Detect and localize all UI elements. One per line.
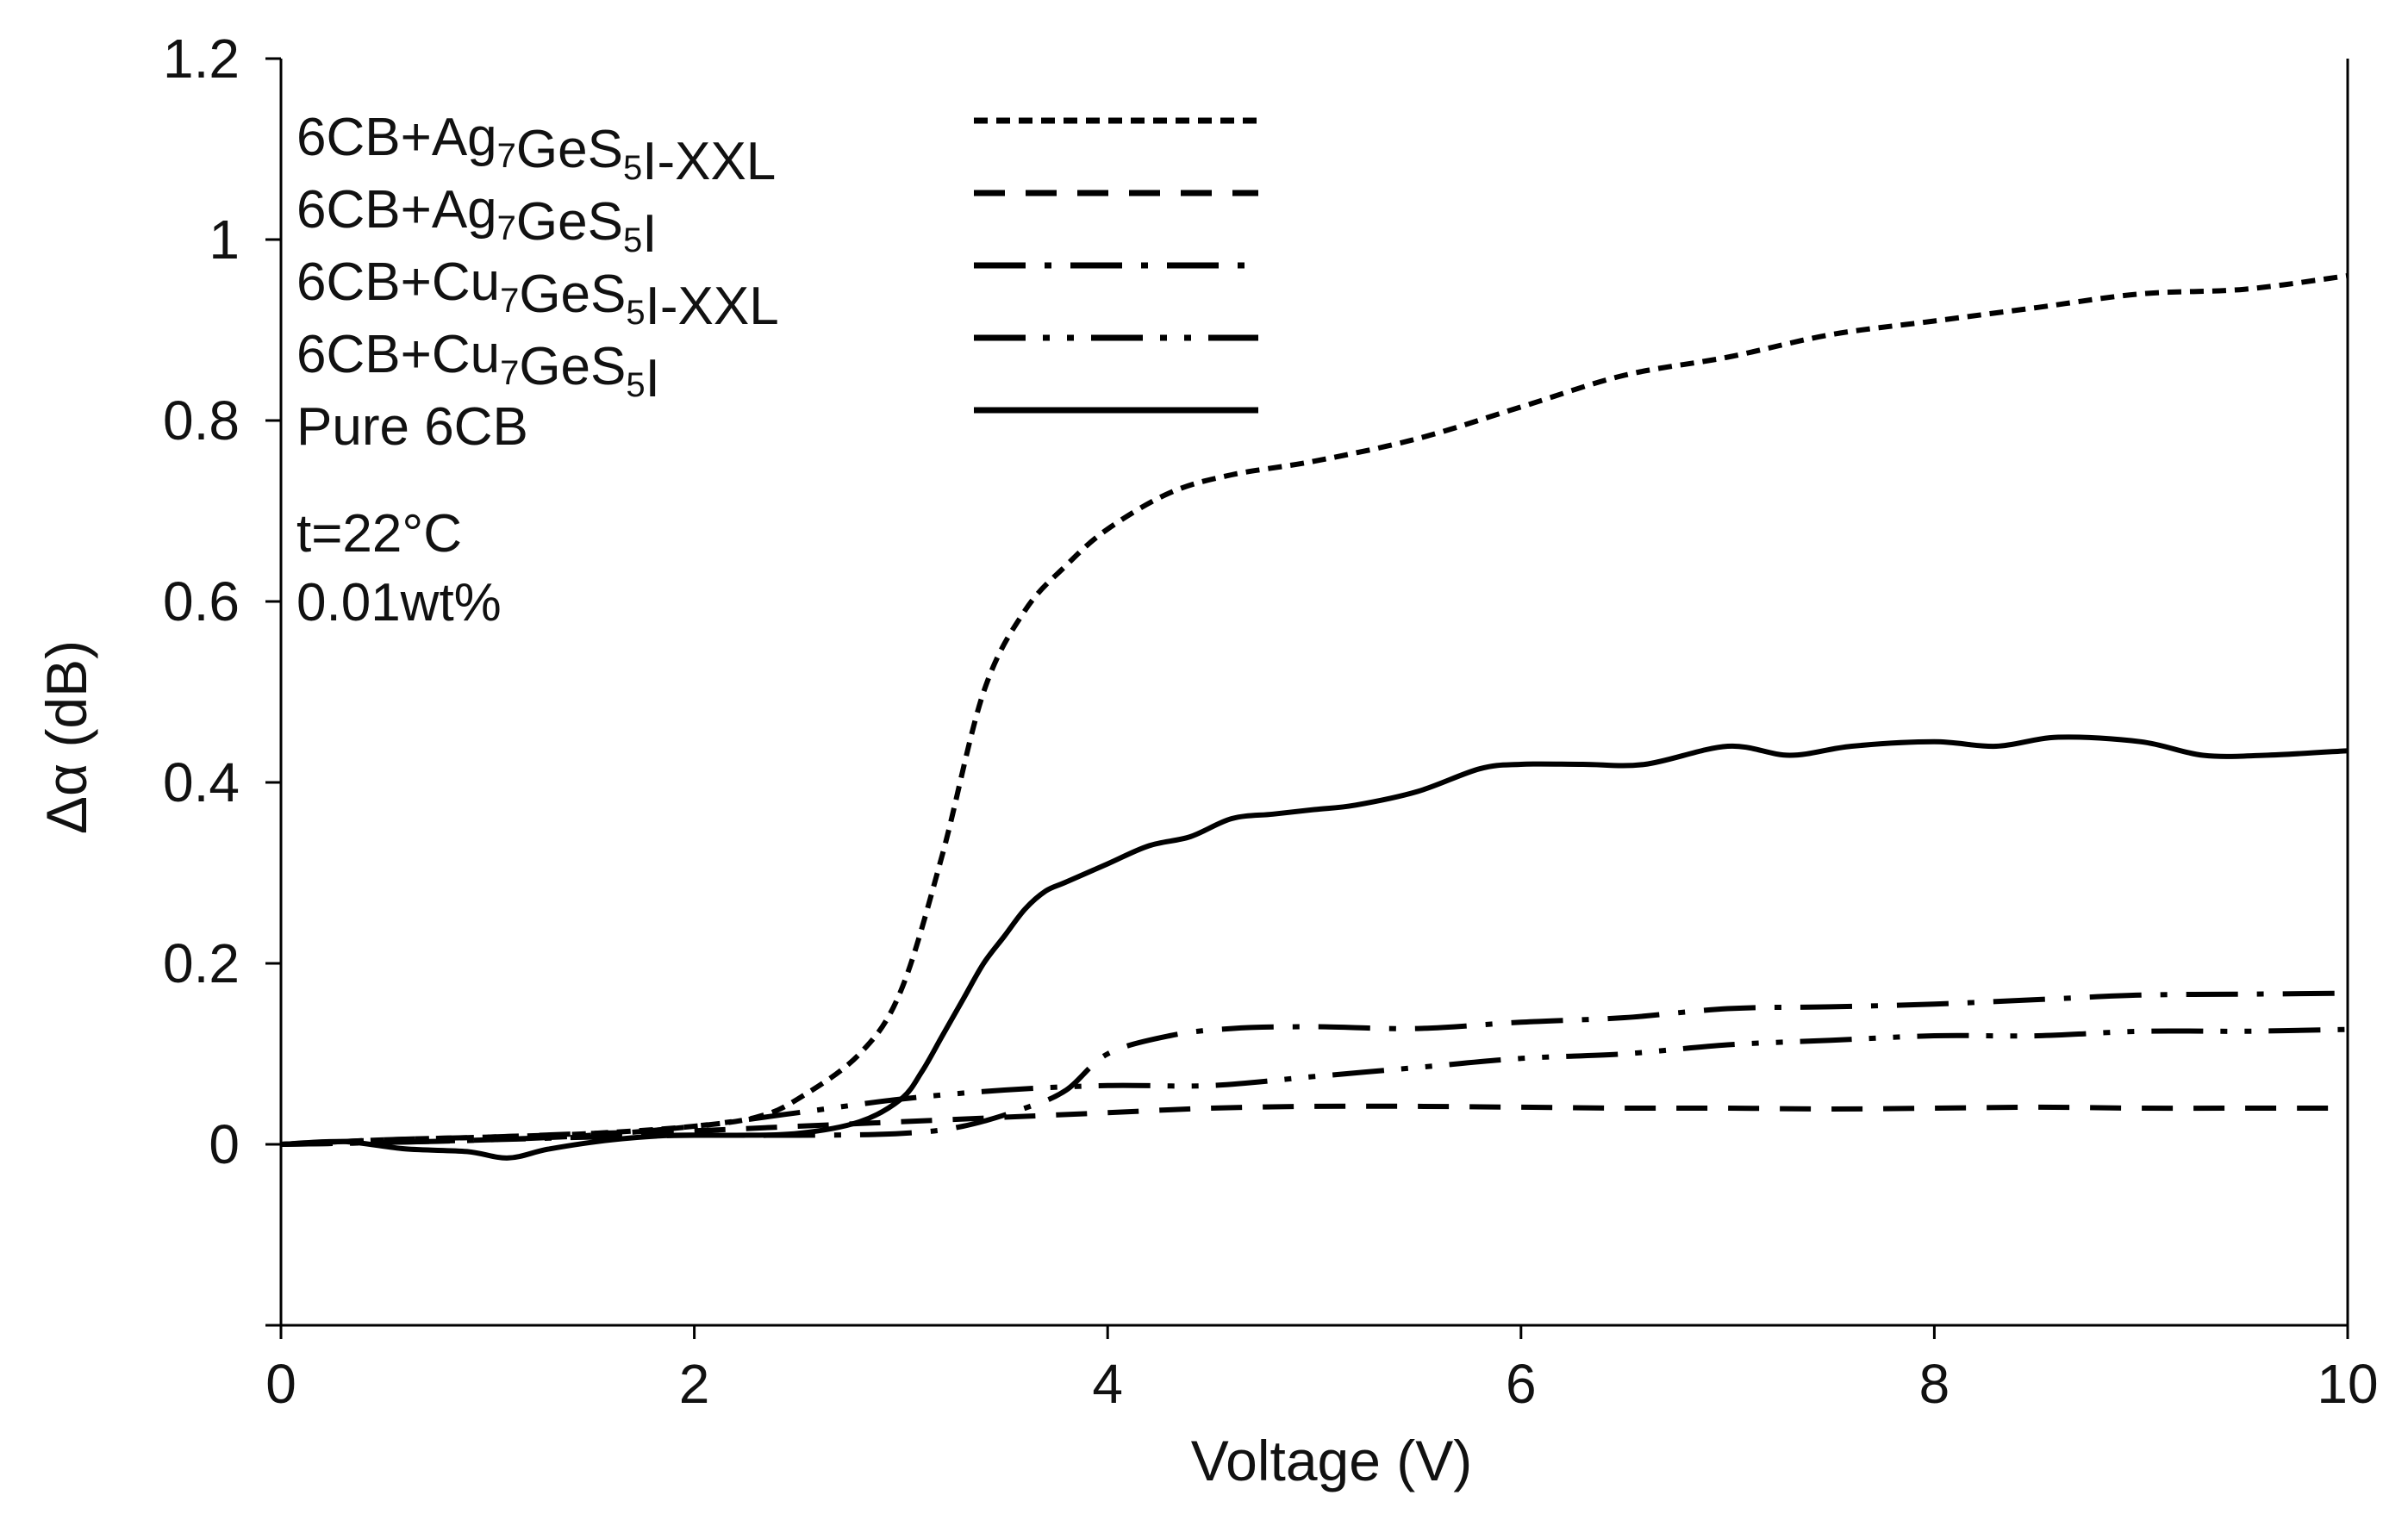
plot-series [280,273,2349,1161]
legend-item-6cb-ag7ges5i-xxl: 6CB+Ag7GeS5I-XXL [296,108,1258,191]
y-tick-label: 0.4 [163,751,240,813]
series-line-pure-6cb [280,734,2349,1161]
x-tick-label: 0 [265,1353,296,1415]
y-tick-label: 1 [209,209,240,271]
annotations: t=22°C 0.01wt% [296,504,502,632]
annotation-text: 0.01wt% [296,573,502,632]
y-axis-title: Δα (dB) [34,640,98,834]
y-tick-label: 0.2 [163,932,240,994]
x-axis-title: Voltage (V) [1191,1429,1473,1492]
y-tick-label: 0 [209,1113,240,1175]
axes: 0 0.2 0.4 0.6 0.8 1 1.2 0 2 4 6 8 10 Voltage (V) Δα (d… [34,28,2379,1492]
series-line-6cb-ag7ges5i-xxl [280,273,2349,1147]
legend-item-6cb-cu7ges5i: 6CB+Cu7GeS5I [296,325,1258,408]
series-line-6cb-ag7ges5i [280,1103,2348,1147]
legend: 6CB+Ag7GeS5I-XXL6CB+Ag7GeS5I6CB+Cu7GeS5I… [296,108,1258,457]
x-tick-label: 4 [1092,1353,1123,1415]
y-tick-label: 1.2 [163,28,240,90]
legend-label: 6CB+Cu7GeS5I-XXL [296,252,779,336]
legend-item-6cb-cu7ges5i-xxl: 6CB+Cu7GeS5I-XXL [296,252,1258,336]
legend-label: 6CB+Ag7GeS5I [296,180,657,264]
x-tick-label: 8 [1919,1353,1950,1415]
legend-label: 6CB+Cu7GeS5I [296,325,660,408]
legend-label: 6CB+Ag7GeS5I-XXL [296,108,776,191]
y-tick-label: 0.8 [163,389,240,452]
x-tick-label: 2 [679,1353,710,1415]
legend-label: Pure 6CB [296,397,528,457]
series-line-6cb-cu7ges5i [280,1026,2349,1147]
x-tick-label: 6 [1506,1353,1537,1415]
legend-item-6cb-ag7ges5i: 6CB+Ag7GeS5I [296,180,1258,264]
y-tick-label: 0.6 [163,570,240,632]
x-tick-label: 10 [2317,1353,2378,1415]
legend-item-pure-6cb: Pure 6CB [296,397,1258,457]
annotation-text: t=22°C [296,504,462,564]
series-line-6cb-cu7ges5i-xxl [280,990,2349,1147]
